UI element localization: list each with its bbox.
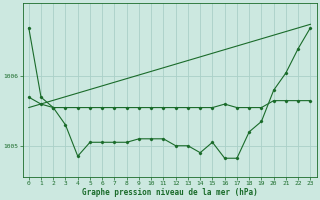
X-axis label: Graphe pression niveau de la mer (hPa): Graphe pression niveau de la mer (hPa) — [82, 188, 258, 197]
